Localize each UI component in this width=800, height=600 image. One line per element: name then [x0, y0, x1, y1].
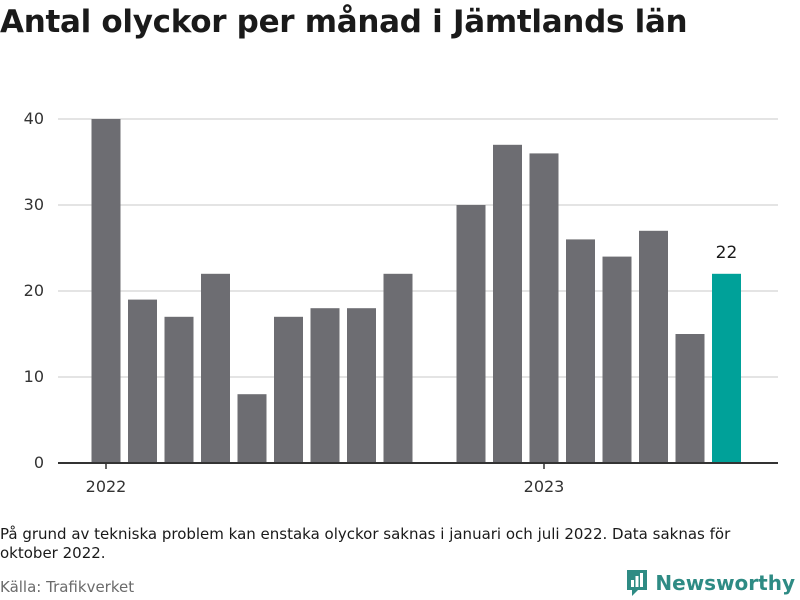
bar-2023-03 — [602, 256, 632, 463]
footnote: På grund av tekniska problem kan enstaka… — [0, 525, 731, 562]
x-tick-label: 2023 — [524, 477, 565, 496]
source-note: Källa: Trafikverket — [0, 578, 135, 596]
y-tick-label: 40 — [24, 109, 44, 128]
bar-2023-04 — [639, 230, 668, 463]
bar-2022-12 — [493, 144, 522, 464]
bar-2023-06 — [712, 273, 741, 463]
chart-title: Antal olyckor per månad i Jämtlands län — [0, 4, 688, 40]
bars — [91, 119, 741, 464]
y-tick-label: 30 — [24, 195, 44, 214]
bar-2022-04 — [201, 273, 230, 463]
bar-2023-01 — [529, 153, 559, 463]
bar-2022-07 — [310, 308, 340, 463]
y-tick-label: 10 — [24, 367, 44, 386]
bar-2022-03 — [164, 316, 194, 463]
x-axis: 2022 2023 — [58, 462, 778, 496]
data-labels: 22 — [716, 243, 738, 263]
newsworthy-logo-icon — [627, 570, 648, 596]
bar-2022-01 — [91, 119, 121, 463]
bar-2022-02 — [128, 299, 157, 463]
bar-2022-11 — [456, 205, 486, 463]
bar-2022-05 — [237, 394, 267, 463]
bar-2022-09 — [383, 273, 413, 463]
bar-2022-08 — [347, 308, 376, 463]
bar-2023-02 — [566, 239, 595, 463]
bar-2023-05 — [675, 334, 705, 463]
x-tick-label: 2022 — [86, 477, 127, 496]
brand-name: Newsworthy — [655, 571, 795, 595]
newsworthy-logo: Newsworthy — [625, 568, 795, 598]
y-tick-label: 20 — [24, 281, 44, 300]
bar-chart: 0 10 20 30 40 22 2022 2023 — [24, 109, 778, 496]
bar-2022-06 — [274, 316, 303, 463]
y-tick-label: 0 — [34, 453, 44, 472]
bar-value-label: 22 — [716, 243, 738, 263]
